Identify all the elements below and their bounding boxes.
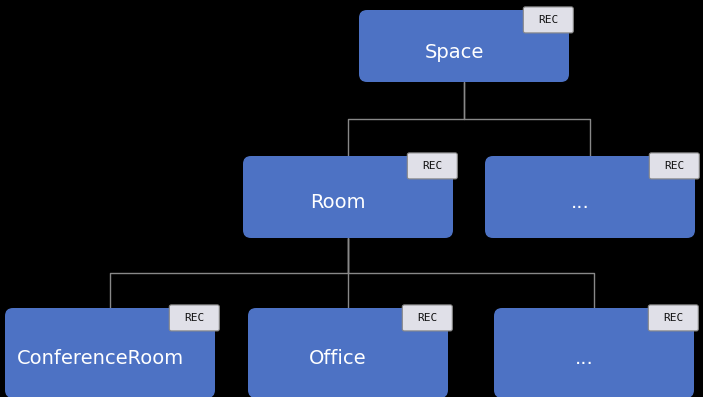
Text: REC: REC xyxy=(184,313,205,323)
Text: Space: Space xyxy=(425,42,484,62)
Text: ...: ... xyxy=(571,193,589,212)
FancyBboxPatch shape xyxy=(402,305,452,331)
FancyBboxPatch shape xyxy=(485,156,695,238)
Text: ...: ... xyxy=(574,349,593,368)
Text: REC: REC xyxy=(423,161,442,171)
FancyBboxPatch shape xyxy=(169,305,219,331)
Text: ConferenceRoom: ConferenceRoom xyxy=(16,349,183,368)
FancyBboxPatch shape xyxy=(494,308,694,397)
FancyBboxPatch shape xyxy=(648,305,698,331)
Text: REC: REC xyxy=(417,313,437,323)
FancyBboxPatch shape xyxy=(248,308,448,397)
FancyBboxPatch shape xyxy=(5,308,215,397)
Text: REC: REC xyxy=(538,15,558,25)
FancyBboxPatch shape xyxy=(407,153,457,179)
Text: Room: Room xyxy=(310,193,366,212)
Text: Office: Office xyxy=(309,349,367,368)
Text: REC: REC xyxy=(664,161,685,171)
FancyBboxPatch shape xyxy=(243,156,453,238)
FancyBboxPatch shape xyxy=(523,7,574,33)
FancyBboxPatch shape xyxy=(650,153,699,179)
FancyBboxPatch shape xyxy=(359,10,569,82)
Text: REC: REC xyxy=(663,313,683,323)
